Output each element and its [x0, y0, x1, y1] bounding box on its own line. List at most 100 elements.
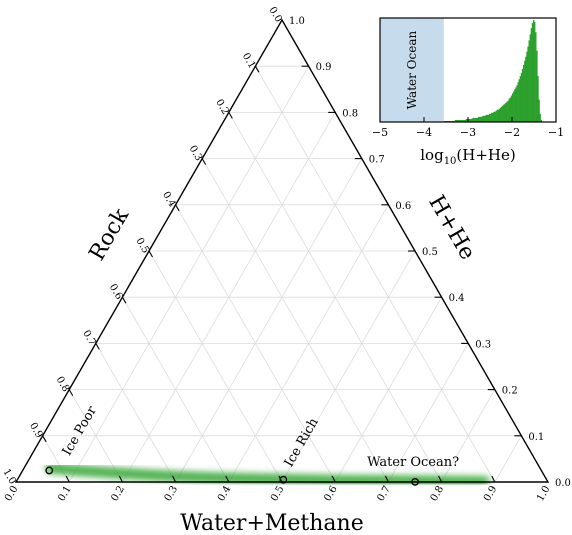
histogram-bar [492, 112, 494, 122]
histogram-bar [491, 112, 493, 122]
histogram-bar [525, 56, 527, 122]
bottom-tick-label: 0.2 [109, 484, 126, 503]
histogram-bar [503, 104, 505, 122]
band-core [48, 465, 487, 484]
histogram-bar [519, 76, 522, 122]
histogram-bar [531, 23, 534, 123]
left-tick [148, 250, 153, 258]
right-tick-label: 0.1 [528, 432, 544, 443]
histogram-bar [529, 34, 531, 122]
histogram-tick-label: −5 [372, 126, 388, 139]
bottom-axis-label: Water+Methane [180, 511, 364, 535]
histogram-bar [459, 119, 461, 122]
bottom-tick-label: 0.6 [322, 484, 339, 503]
bottom-tick [438, 475, 443, 483]
grid-line [201, 158, 389, 483]
bottom-tick-label: 0.7 [375, 484, 392, 503]
histogram-bar [483, 115, 485, 122]
left-tick [254, 65, 260, 73]
histogram-bar [470, 118, 472, 122]
histogram-bar [490, 113, 492, 122]
water-ocean-region [380, 18, 444, 122]
left-axis-label: Rock [85, 204, 135, 265]
histogram-bar [496, 109, 498, 122]
bottom-tick-label: 0.0 [3, 484, 20, 503]
histogram-bar [457, 119, 459, 122]
histogram-tick-label: −4 [416, 126, 432, 139]
histogram-bar [521, 68, 524, 122]
right-tick-label: 0.8 [342, 108, 358, 119]
histogram-bar [532, 20, 535, 122]
right-tick-label: 0.6 [395, 201, 411, 212]
right-tick-label: 0.7 [369, 155, 385, 166]
bottom-tick [225, 475, 230, 483]
histogram-bar [461, 119, 463, 122]
histogram-bar [514, 89, 516, 122]
water-ocean-label: Water Ocean [405, 31, 419, 110]
histogram-bar [485, 114, 487, 122]
grid-line [334, 297, 442, 483]
histogram-bar [471, 118, 473, 122]
right-tick-label: 0.9 [316, 62, 332, 73]
histogram-bar [479, 116, 481, 122]
histogram-bar [476, 117, 479, 122]
left-tick [121, 296, 127, 304]
bottom-tick-label: 0.5 [269, 484, 286, 503]
right-tick-label: 0.3 [475, 339, 491, 350]
histogram-bar [469, 118, 471, 122]
histogram-bar [458, 119, 460, 122]
marker-label: Ice Rich [282, 415, 322, 470]
histogram-bar [497, 109, 500, 122]
right-tick-label: 0.5 [422, 247, 438, 258]
histogram-bar [504, 103, 506, 122]
data-marker [279, 475, 288, 484]
bottom-tick [172, 475, 177, 483]
histogram-bar [482, 115, 484, 122]
histogram-bar [480, 116, 482, 122]
histogram-bar [506, 101, 508, 122]
histogram-bar [481, 116, 483, 122]
data-marker [45, 466, 54, 475]
histogram-bar [460, 119, 462, 122]
grid-line [441, 389, 496, 483]
bottom-tick [65, 475, 70, 483]
bottom-tick [384, 475, 389, 483]
left-tick [175, 204, 180, 212]
histogram-bar [526, 51, 528, 123]
bottom-tick-label: 0.3 [163, 484, 180, 503]
histogram-bar [468, 118, 470, 122]
histogram-bar [472, 117, 474, 122]
histogram-bar [505, 102, 507, 122]
left-tick [68, 389, 74, 396]
histogram-bar [477, 116, 480, 122]
histogram-bar [523, 64, 525, 122]
left-tick-label: 1.0 [0, 467, 17, 486]
histogram-bar [464, 119, 467, 122]
histogram-bar [516, 85, 518, 122]
ternary-grid [42, 65, 522, 483]
grid-line [255, 66, 496, 483]
histogram-bar [540, 119, 542, 122]
inset-histogram: −5 −4 −3 −2 −1 Water Ocean log10(H+He) [372, 17, 564, 167]
histogram-bar [484, 115, 486, 122]
left-tick [95, 343, 100, 350]
histogram-bar [515, 87, 517, 122]
right-tick-label: 0.0 [555, 478, 571, 489]
histogram-bar [454, 119, 457, 122]
right-tick-label: 0.2 [502, 386, 518, 397]
histogram-bar [463, 119, 465, 122]
histogram-bar [495, 110, 497, 122]
histogram-bar [537, 76, 539, 122]
grid-line [68, 66, 309, 483]
left-tick [228, 112, 233, 119]
histogram-ticks: −5 −4 −3 −2 −1 [372, 117, 564, 139]
left-tick [201, 158, 207, 165]
histogram-bar [507, 100, 509, 122]
histogram-bar [536, 50, 538, 122]
histogram-bar [474, 117, 476, 122]
ternary-data-band [44, 462, 491, 488]
histogram-bar [534, 22, 536, 122]
histogram-tick-label: −1 [548, 126, 564, 139]
histogram-bar [527, 46, 529, 122]
